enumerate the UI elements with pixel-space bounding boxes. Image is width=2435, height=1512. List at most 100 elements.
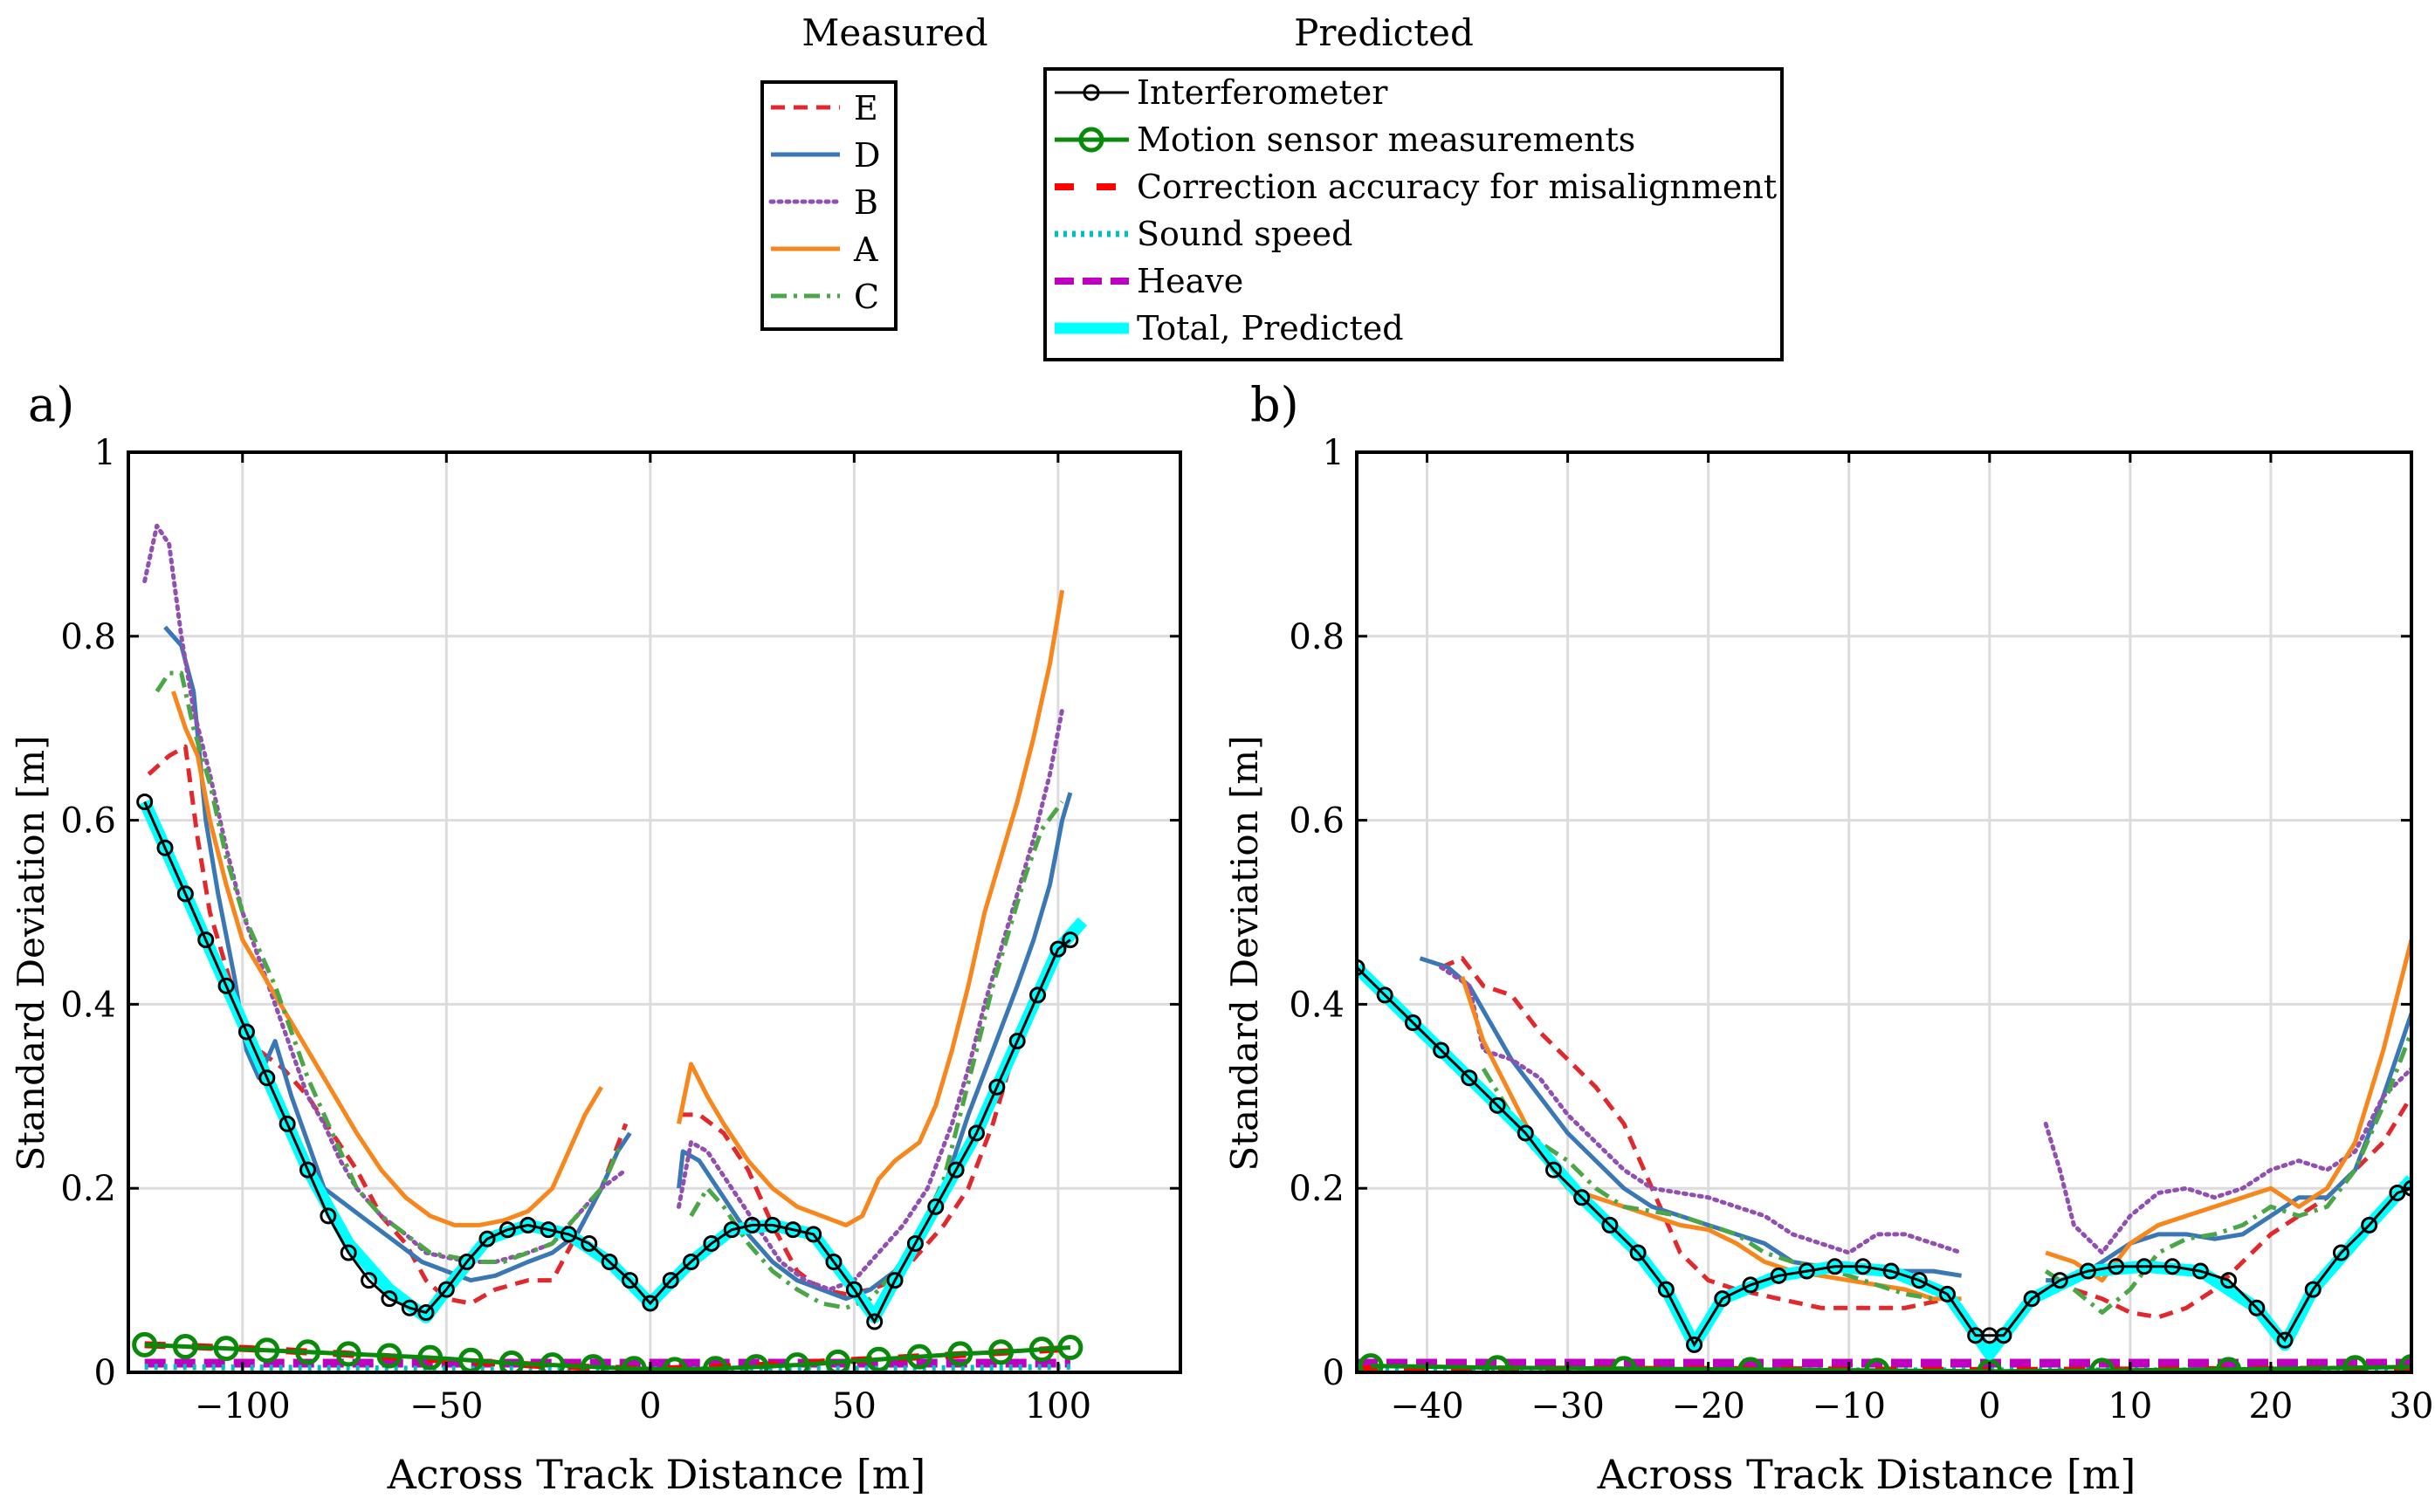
panel-b-interferometer-point-15 [1770,1267,1787,1284]
panel-b-xtick-label-1: −30 [1530,1386,1604,1426]
panel-a-motion-point-14 [703,1356,729,1372]
panel-b-interferometer-point-10 [1629,1244,1647,1261]
panel-a-motion-point-4 [295,1339,321,1365]
panel-a-motion-point-19 [906,1344,932,1370]
panel-b-interferometer-point-18 [1854,1258,1872,1275]
panel-a-interferometer-point-30 [744,1216,761,1234]
panel-a-interferometer-point-0 [136,794,154,811]
panel-a-ytick-label-2: 0.4 [60,985,116,1025]
legend-measured-entry-a: A [771,230,878,269]
panel-a-motion-point-10 [540,1352,566,1372]
panel-a-interferometer-point-8 [299,1161,317,1179]
panel-b-ytick-label-5: 1 [1323,433,1345,473]
panel-a-interferometer-point-26 [662,1272,679,1289]
legend-predicted-entry-motion-sensor-measurements: Motion sensor measurements [1055,120,1635,159]
panel-a-interferometer-point-40 [947,1161,965,1179]
panel-a-axes-frame [127,450,1182,1374]
panel-a-interferometer-point-18 [499,1221,516,1239]
panel-b-motion-point-2 [1611,1356,1637,1372]
panel-a-pred-motion-sensor-measurements [144,1342,1071,1372]
legend-measured-entry-d: D [771,136,880,175]
panel-b-ytick-label-3: 0.6 [1289,801,1345,842]
panel-a-interferometer-point-9 [320,1207,337,1225]
panel-a-measured-e-seg-1 [678,938,1072,1296]
panel-a-ytick-label-0: 0 [94,1353,116,1393]
panel-a-pred-total-predicted [139,799,1088,1323]
panel-b-xtick-label-3: −10 [1812,1386,1886,1426]
panel-a-interferometer-point-29 [723,1221,740,1239]
panel-b-xtick-label-0: −40 [1390,1386,1463,1426]
legend-predicted-entry-heave: Heave [1055,262,1243,300]
panel-a-interferometer-point-16 [458,1254,476,1271]
legend-predicted-marker-motion-sensor-measurements [1078,127,1104,153]
panel-a-interferometer-point-3 [197,931,215,949]
panel-b-axes-frame [1355,450,2413,1374]
panel-a-interferometer-point-12 [381,1290,398,1308]
panel-a-interferometer-point-23 [601,1254,618,1271]
panel-a-motion-point-13 [662,1357,688,1372]
panel-b: b) Across Track Distance [m] Standard De… [1223,377,2433,1498]
panel-a-interferometer-point-35 [845,1281,863,1298]
panel-a-xlabel: Across Track Distance [m] [387,1451,926,1498]
panel-a-motion-point-6 [376,1343,402,1369]
panel-a-motion-point-12 [621,1356,647,1372]
panel-b-series [1357,938,2411,1372]
legend-predicted-box [1043,67,1784,361]
panel-a-interferometer-point-41 [967,1124,985,1142]
panel-b-interferometer-point-2 [1404,1014,1421,1031]
legend-predicted-label-sound-speed: Sound speed [1137,215,1352,253]
panel-a-interferometer-point-38 [906,1234,924,1252]
panel-a-xtick-label-4: 100 [1025,1386,1091,1426]
panel-a-ytick-label-4: 0.8 [60,617,116,657]
panel-b-pred-interferometer [1357,966,2411,1348]
panel-a-ytick-label-5: 1 [94,433,116,473]
legend-measured-label-e: E [854,89,878,127]
legend-predicted-entry-interferometer: Interferometer [1055,73,1388,112]
panel-a-ylabel: Standard Deviation [m] [10,735,52,1171]
panel-a-motion-point-23 [1057,1335,1083,1361]
panel-b-interferometer-point-37 [2361,1216,2378,1234]
panel-a-ticks: −100 −50 0 50 100 0 0.2 0.4 0.6 0.8 1 [60,433,1180,1426]
panel-a-interferometer-point-5 [237,1023,255,1041]
panel-a-motion-point-16 [784,1352,810,1372]
panel-a-interferometer-point-14 [417,1303,435,1321]
panel-a-interferometer-point-20 [540,1221,557,1239]
panel-b-label: b) [1250,377,1299,432]
panel-b-interferometer-point-11 [1657,1281,1675,1298]
legend-predicted-label-motion-sensor-measurements: Motion sensor measurements [1137,120,1635,159]
legend-predicted-items: Interferometer Motion sensor measurements… [1055,73,1777,347]
panel-b-xtick-label-2: −20 [1671,1386,1744,1426]
panel-b-motion-point-0 [1358,1353,1384,1372]
panel-a-interferometer-point-39 [927,1198,945,1215]
panel-a-interferometer-point-33 [805,1226,822,1243]
panel-b-interferometer-point-3 [1433,1041,1450,1059]
panel-a-interferometer-point-21 [560,1226,577,1243]
panel-a-motion-point-0 [132,1331,158,1357]
legend-measured-entry-c: C [771,278,879,316]
panel-a-motion-point-2 [213,1336,239,1362]
panel-a-measured-d-seg-0 [163,625,632,1283]
panel-a-interferometer-point-11 [361,1272,378,1289]
panel-a-measured-b-seg-1 [677,707,1065,1292]
panel-a-interferometer-point-44 [1029,986,1047,1004]
panel-b-interferometer-point-13 [1714,1290,1731,1308]
panel-a-interferometer-point-46 [1062,931,1079,949]
panel-b-ytick-label-4: 0.8 [1289,617,1345,657]
panel-a-interferometer-point-6 [258,1069,276,1087]
legend-measured-label-b: B [854,183,878,222]
panel-a-interferometer-point-19 [519,1216,537,1234]
panel-a-interferometer-point-36 [866,1313,884,1330]
panel-b-interferometer-point-34 [2276,1331,2294,1349]
panel-a-interferometer-point-4 [217,977,235,994]
panel-b-interferometer-point-1 [1376,986,1393,1004]
panel-a-measured-e-seg-0 [147,744,629,1306]
panel-b-interferometer-point-29 [2136,1258,2153,1275]
panel-a-interferometer-point-43 [1008,1033,1026,1050]
panel-a-motion-point-21 [987,1339,1014,1365]
panel-b-interferometer-point-8 [1573,1189,1591,1206]
panel-b-interferometer-point-35 [2304,1281,2322,1298]
panel-a-interferometer-point-31 [764,1216,781,1234]
panel-a-interferometer-point-15 [437,1281,455,1298]
